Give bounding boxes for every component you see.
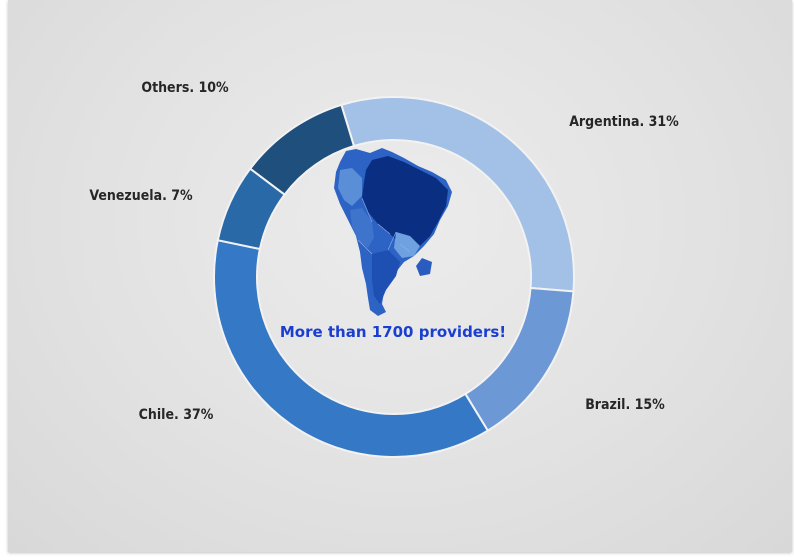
slice-label-venezuela: Venezuela. 7%: [89, 188, 193, 204]
slice-labels: Argentina. 31% Brazil. 15% Chile. 37% Ve…: [89, 80, 679, 423]
south-america-map-icon: [334, 148, 452, 316]
chart-card: [8, 0, 792, 552]
slice-chile: [213, 239, 490, 458]
slice-label-brazil: Brazil. 15%: [585, 397, 665, 413]
slice-label-others: Others. 10%: [141, 80, 229, 96]
slice-label-argentina: Argentina. 31%: [569, 114, 679, 130]
slice-others: [248, 103, 356, 196]
slice-brazil: [464, 286, 575, 433]
donut-slices: [213, 96, 575, 458]
slice-label-chile: Chile. 37%: [139, 407, 214, 423]
center-text: More than 1700 providers!: [280, 323, 506, 341]
